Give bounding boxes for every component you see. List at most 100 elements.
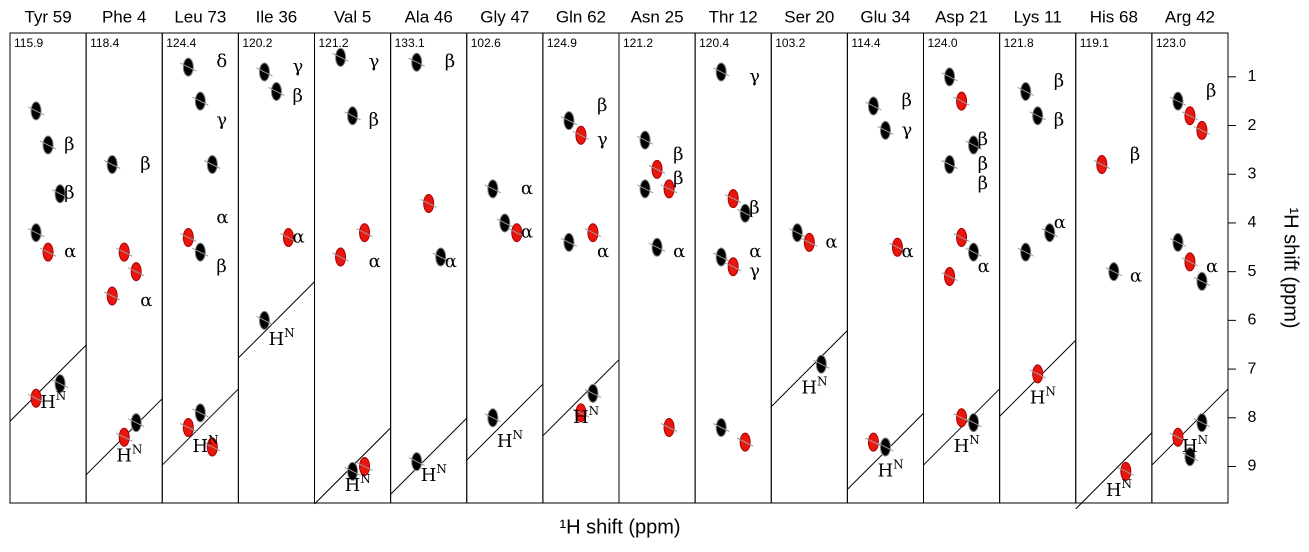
label-sup: N <box>132 442 143 456</box>
peak-cross <box>736 208 754 218</box>
peak-label: α <box>521 222 533 243</box>
peak-cross <box>115 432 133 442</box>
peak-cross <box>724 262 742 272</box>
x-axis-title: ¹H shift (ppm) <box>559 516 680 538</box>
strip-shift: 118.4 <box>90 36 119 50</box>
peak-cross <box>965 140 982 150</box>
peak-cross <box>941 72 958 82</box>
peak-cross <box>408 457 425 467</box>
label-text: α <box>749 241 761 262</box>
strip-shift: 115.9 <box>14 36 43 50</box>
peak-cross <box>344 466 361 476</box>
peak-label: β <box>597 95 607 116</box>
peak-cross <box>1181 452 1199 462</box>
peak-label: γ <box>292 56 303 77</box>
peak-cross <box>965 418 982 428</box>
peak-cross <box>192 247 209 257</box>
label-sup: N <box>284 325 295 339</box>
peak-label: β <box>673 144 683 165</box>
label-sup: N <box>893 457 904 471</box>
strip-title: His 68 <box>1090 7 1138 26</box>
strip-title: Tyr 59 <box>24 7 71 26</box>
label-sup: N <box>208 432 219 446</box>
peak-cross <box>280 233 297 243</box>
peak-cross <box>801 237 818 247</box>
peak-cross <box>560 116 578 126</box>
diagonal <box>542 359 620 437</box>
label-text: β <box>292 85 302 106</box>
peak-cross <box>572 130 590 140</box>
label-text: β <box>140 154 150 175</box>
peak-cross <box>1041 228 1058 238</box>
peak-cross <box>1181 257 1199 267</box>
label-text: β <box>749 197 759 218</box>
label-text: α <box>140 290 152 311</box>
peak-label: α <box>292 227 304 248</box>
peak-label: β <box>978 129 988 150</box>
peak-cross <box>180 233 197 243</box>
peak-label: β <box>978 154 988 175</box>
label-text: H <box>192 436 208 457</box>
y-tick-label: 3 <box>1248 165 1257 182</box>
label-text: β <box>1054 110 1064 131</box>
strip-shift: 123.0 <box>1156 36 1186 50</box>
peak-label: α <box>978 256 990 277</box>
peak-label: β <box>445 51 455 72</box>
peak-cross <box>953 413 970 423</box>
peak-cross <box>356 462 373 471</box>
label-text: γ <box>292 56 303 77</box>
peak-cross <box>572 408 590 418</box>
label-text: H <box>801 378 817 399</box>
peak-cross <box>204 160 221 169</box>
peak-label: HN <box>40 389 66 414</box>
peak-label: α <box>140 290 152 311</box>
strip-frame <box>1151 32 1229 504</box>
peak-label: HN <box>497 428 523 453</box>
y-tick-label: 7 <box>1248 360 1257 377</box>
peak-cross <box>127 418 145 428</box>
peak-cross <box>1169 432 1187 442</box>
strip-title: Thr 12 <box>709 7 758 26</box>
peak-label: HN <box>801 374 827 399</box>
peak-cross <box>712 252 730 262</box>
label-sup: N <box>1198 432 1209 446</box>
strip-shift: 119.1 <box>1080 36 1109 50</box>
peak-cross <box>51 189 69 199</box>
peak-label: β <box>901 90 911 111</box>
peak-cross <box>941 272 958 281</box>
label-text: γ <box>749 261 760 282</box>
strip-title: Asp 21 <box>935 7 988 26</box>
label-text: β <box>369 110 379 131</box>
label-text: β <box>673 168 683 189</box>
strip-shift: 120.4 <box>699 36 729 50</box>
peak-cross <box>192 96 209 106</box>
peak-cross <box>889 242 906 252</box>
peak-label: HN <box>192 432 218 457</box>
diagonal <box>770 330 848 407</box>
label-text: β <box>673 144 683 165</box>
peak-cross <box>204 442 221 452</box>
y-tick-label: 4 <box>1248 214 1257 231</box>
peak-cross <box>496 218 514 228</box>
peak-cross <box>1117 466 1135 476</box>
strip-frame <box>770 32 848 504</box>
peak-label: α <box>825 231 837 252</box>
peak-cross <box>1017 247 1034 257</box>
peak-label: HN <box>1030 384 1056 409</box>
strip-frame <box>999 32 1077 504</box>
peak-label: β <box>292 85 302 106</box>
peak-cross <box>432 252 449 262</box>
strip-title: Gly 47 <box>480 7 529 26</box>
diagonal <box>1151 388 1229 466</box>
peak-cross <box>636 184 654 194</box>
peak-cross <box>484 184 502 194</box>
diagonal <box>161 388 239 466</box>
diagonal <box>9 344 87 422</box>
label-text: α <box>64 241 76 262</box>
peak-label: γ <box>597 129 608 150</box>
label-text: H <box>1106 480 1122 501</box>
peak-cross <box>192 408 209 418</box>
peak-cross <box>789 228 806 238</box>
peak-label: β <box>140 154 150 175</box>
y-tick-label: 1 <box>1248 68 1257 85</box>
